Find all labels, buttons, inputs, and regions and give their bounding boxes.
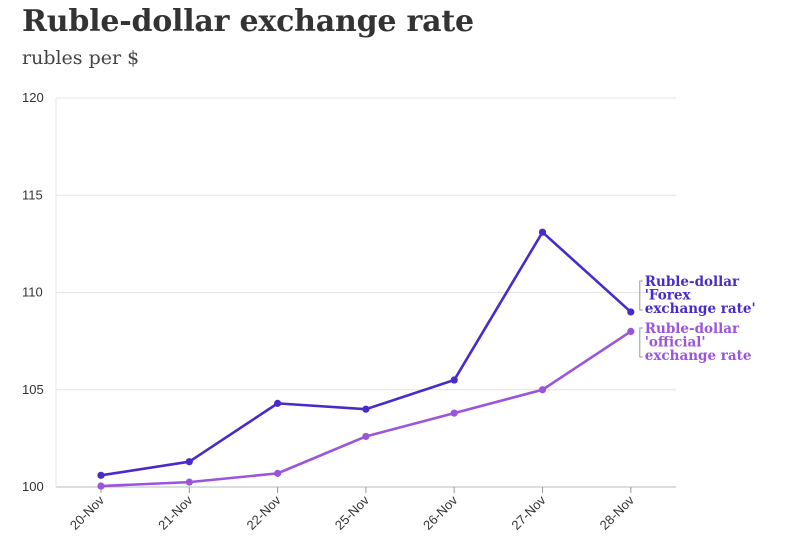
x-tick-label: 20-Nov	[67, 492, 108, 533]
series-2-point	[97, 482, 105, 490]
x-tick-label: 22-Nov	[243, 492, 284, 533]
series-label: 'Forex	[645, 288, 692, 304]
series-1-point	[185, 458, 193, 466]
series-label: Ruble-dollar	[645, 321, 740, 337]
y-tick-label: 120	[22, 90, 44, 105]
x-tick-label: 21-Nov	[155, 492, 196, 533]
series-1-point	[362, 405, 370, 413]
y-tick-label: 100	[22, 479, 44, 494]
series-1-point	[450, 376, 458, 384]
series-2-point	[274, 469, 282, 477]
label-bracket	[639, 327, 643, 358]
series-2-point	[627, 327, 635, 335]
label-bracket	[639, 280, 643, 311]
series-label: Ruble-dollar	[645, 274, 740, 290]
x-tick-label: 25-Nov	[332, 492, 373, 533]
y-tick-label: 105	[22, 382, 44, 397]
series-2-point	[185, 478, 193, 486]
series-label: 'official'	[645, 335, 706, 351]
x-tick-label: 28-Nov	[597, 492, 638, 533]
x-tick-label: 27-Nov	[508, 492, 549, 533]
series-label: exchange rate	[645, 348, 752, 364]
series-1-point	[274, 399, 282, 407]
chart-subtitle: rubles per $	[22, 47, 140, 69]
chart-title: Ruble-dollar exchange rate	[22, 4, 474, 39]
x-tick-label: 26-Nov	[420, 492, 461, 533]
y-tick-label: 110	[22, 285, 43, 300]
series-2-point	[362, 432, 370, 441]
series-2-point	[450, 409, 458, 417]
series-label: exchange rate'	[645, 301, 756, 317]
series-1-point	[97, 471, 105, 479]
y-tick-label: 115	[22, 187, 43, 202]
series-2-point	[538, 386, 547, 394]
series-1-point	[627, 308, 635, 316]
series-1-point	[538, 228, 547, 236]
